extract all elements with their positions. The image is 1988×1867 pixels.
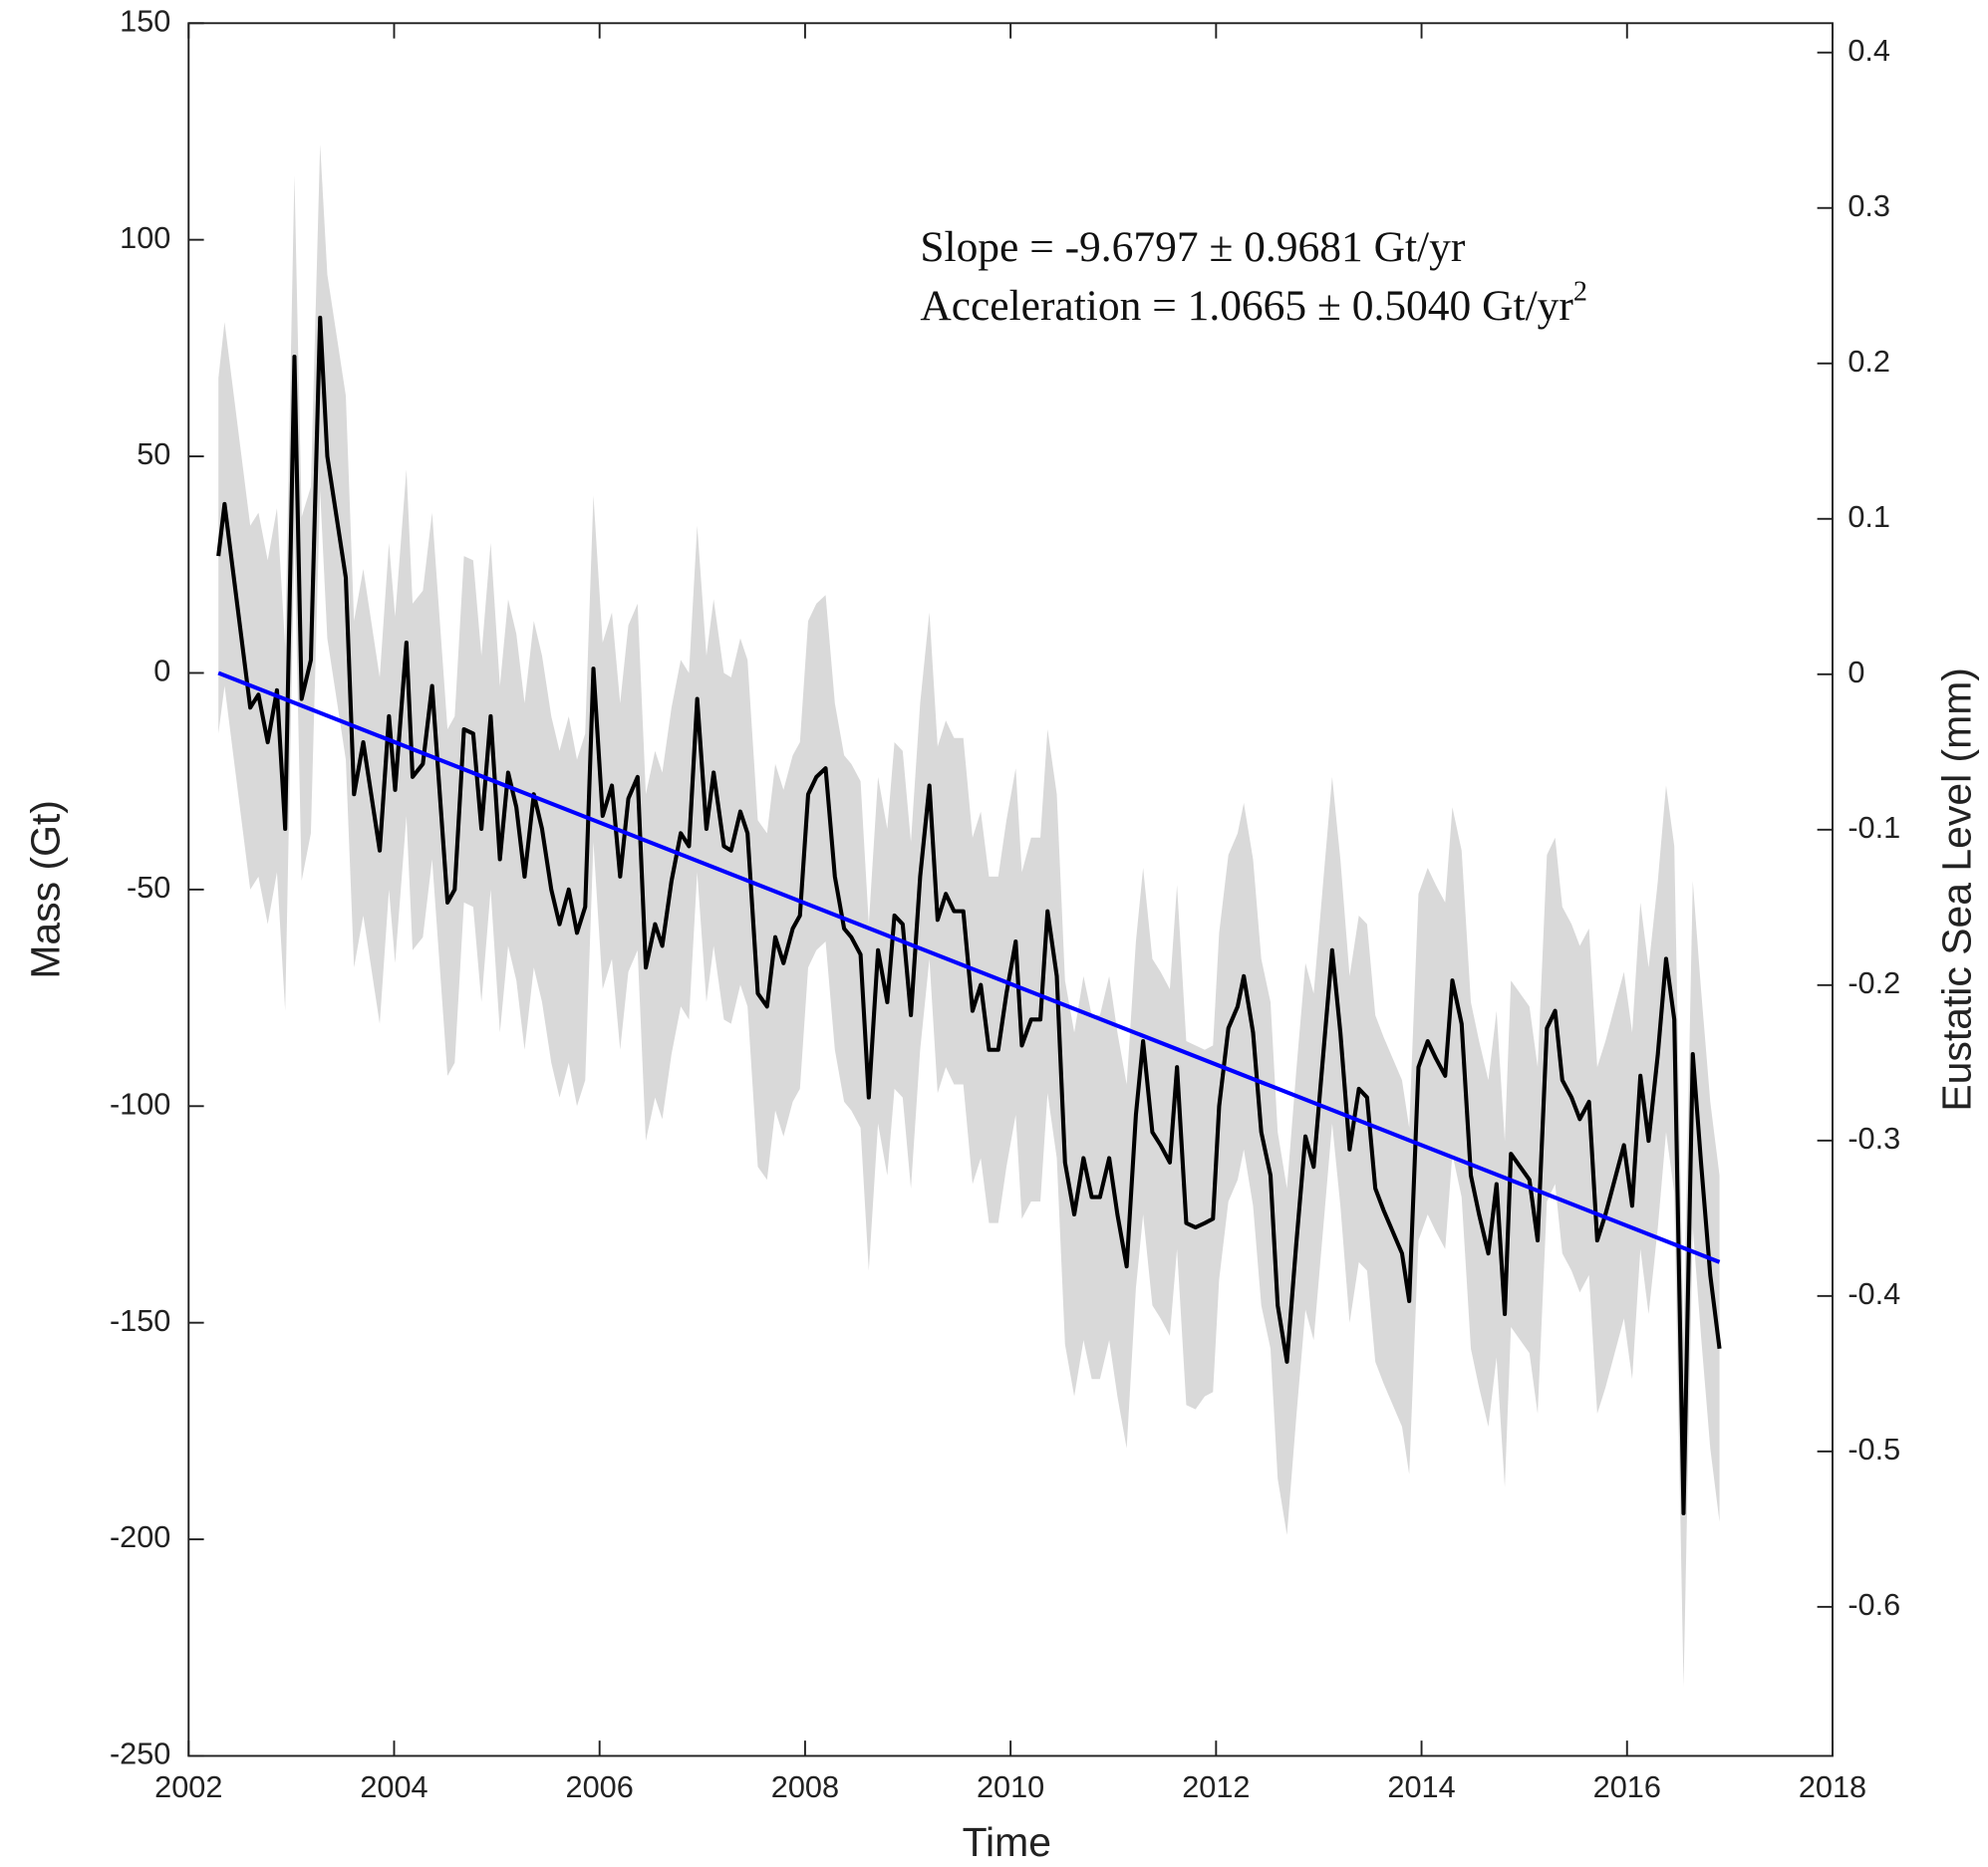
y-tick-label: 150 bbox=[120, 3, 170, 38]
plot-area bbox=[216, 144, 1722, 1687]
y-tick-label: -150 bbox=[110, 1303, 170, 1338]
y2-tick-label: -0.5 bbox=[1847, 1432, 1900, 1467]
series-line bbox=[216, 315, 1722, 1516]
x-tick-label: 2010 bbox=[977, 1769, 1044, 1804]
y2-tick-label: -0.2 bbox=[1847, 965, 1900, 1000]
x-tick-label: 2004 bbox=[360, 1769, 427, 1804]
series-line bbox=[217, 670, 1721, 1264]
y-tick-label: -100 bbox=[110, 1086, 170, 1121]
x-tick-label: 2008 bbox=[771, 1769, 839, 1804]
y2-tick-label: -0.3 bbox=[1847, 1121, 1900, 1156]
y-tick-label: -250 bbox=[110, 1736, 170, 1771]
y-tick-label: -50 bbox=[127, 870, 170, 905]
y2-tick-label: -0.6 bbox=[1847, 1587, 1900, 1622]
x-tick-label: 2012 bbox=[1182, 1769, 1250, 1804]
y2-axis-label: Eustatic Sea Level (mm) bbox=[1934, 667, 1980, 1112]
annotation: Acceleration = 1.0665 ± 0.5040 Gt/yr2 bbox=[920, 277, 1587, 330]
y2-tick-label: 0.1 bbox=[1847, 499, 1890, 534]
y-tick-label: 100 bbox=[120, 220, 170, 255]
x-tick-label: 2002 bbox=[154, 1769, 222, 1804]
y2-tick-label: -0.1 bbox=[1847, 810, 1900, 845]
annotation-text: Acceleration = 1.0665 ± 0.5040 Gt/yr bbox=[920, 282, 1573, 330]
y-tick-label: -200 bbox=[110, 1519, 170, 1554]
annotation: Slope = -9.6797 ± 0.9681 Gt/yr bbox=[920, 223, 1466, 271]
y2-tick-label: -0.4 bbox=[1847, 1276, 1900, 1311]
x-tick-label: 2018 bbox=[1799, 1769, 1866, 1804]
y2-tick-label: 0.4 bbox=[1847, 33, 1890, 68]
x-tick-label: 2016 bbox=[1593, 1769, 1661, 1804]
x-axis-label: Time bbox=[963, 1819, 1051, 1865]
y-axis-label: Mass (Gt) bbox=[22, 800, 68, 979]
x-tick-label: 2006 bbox=[566, 1769, 634, 1804]
y2-tick-label: 0.2 bbox=[1847, 344, 1890, 379]
y-tick-label: 0 bbox=[153, 654, 170, 688]
y2-tick-label: 0.3 bbox=[1847, 188, 1890, 223]
y-tick-label: 50 bbox=[137, 436, 170, 471]
uncertainty-band bbox=[218, 144, 1720, 1687]
y2-tick-label: 0 bbox=[1847, 655, 1864, 689]
annotation-superscript: 2 bbox=[1573, 277, 1587, 308]
x-tick-label: 2014 bbox=[1387, 1769, 1455, 1804]
